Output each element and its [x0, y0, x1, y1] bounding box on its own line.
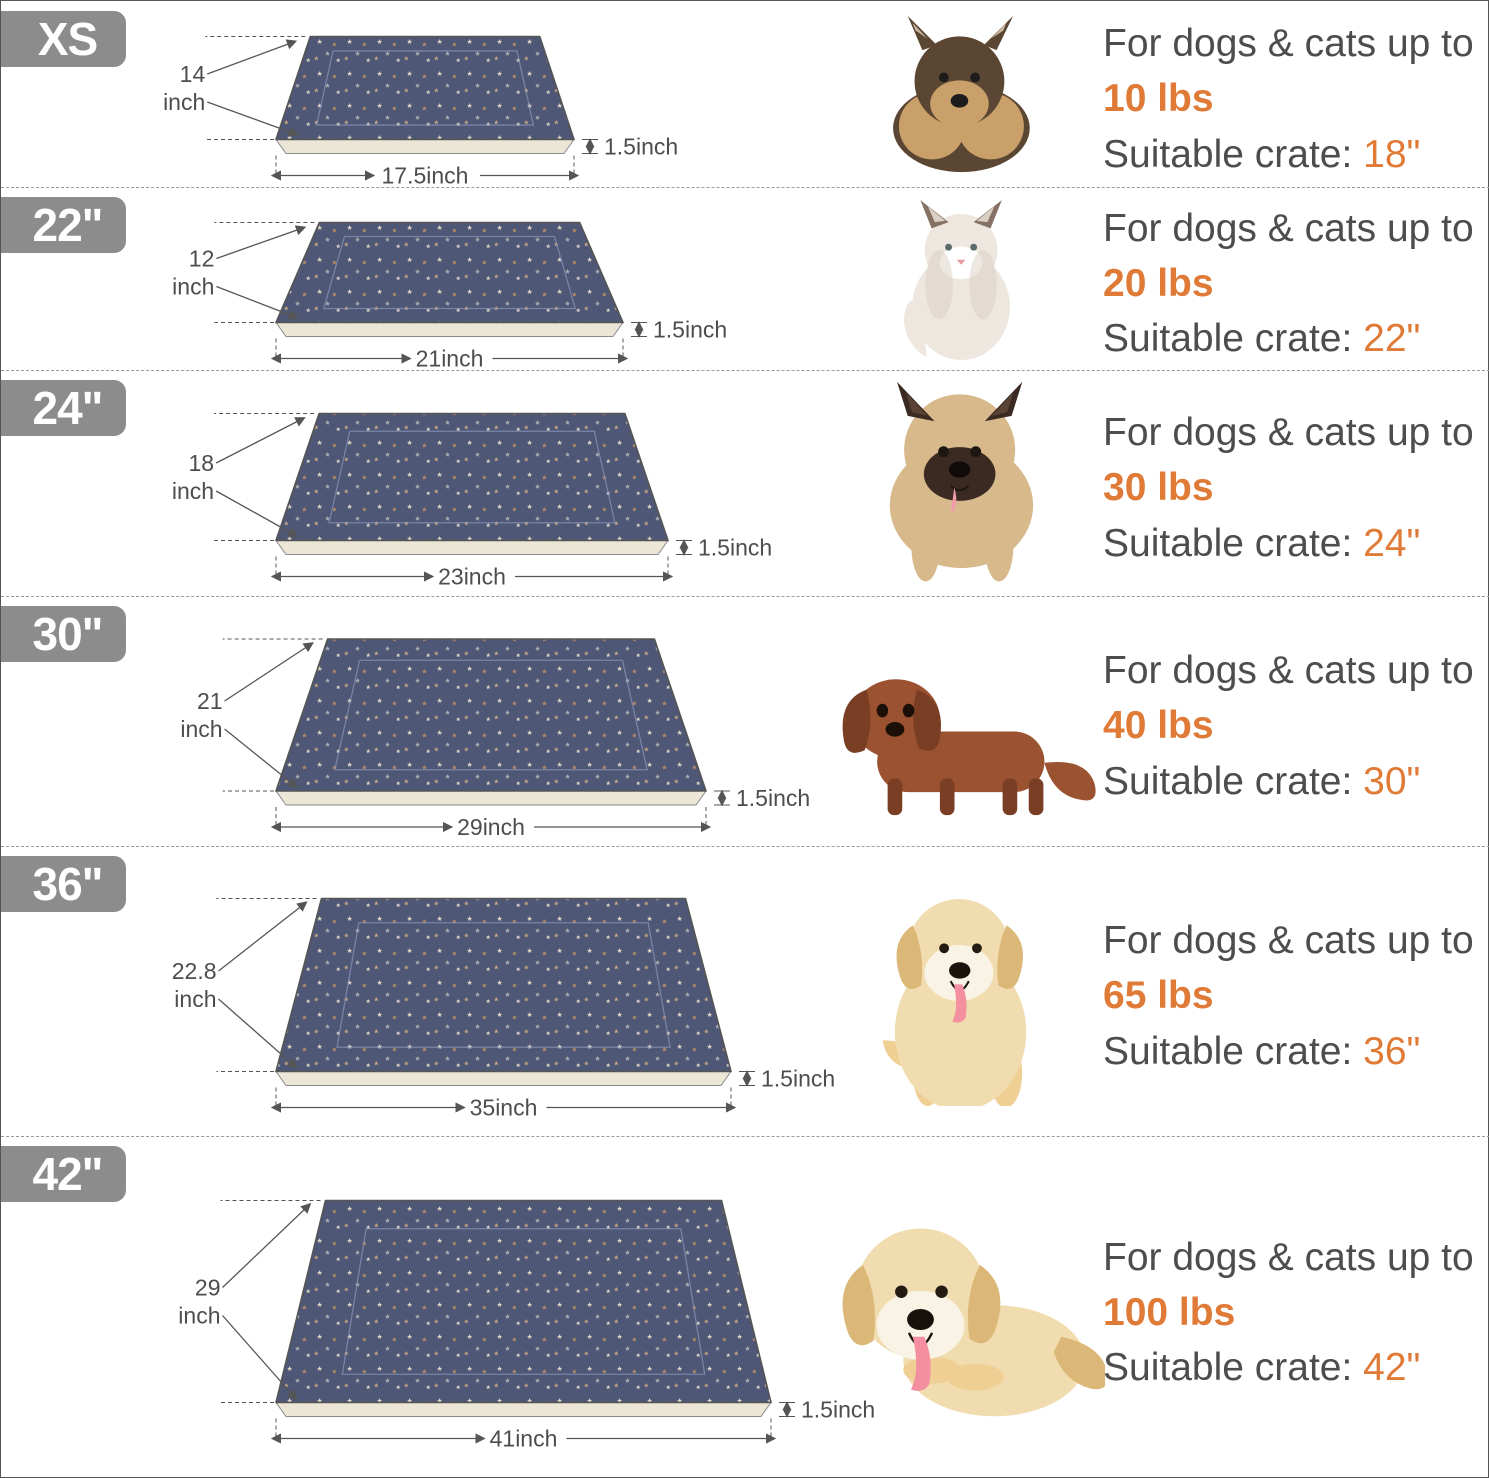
svg-text:12: 12 [189, 246, 215, 272]
svg-text:23inch: 23inch [438, 564, 506, 590]
svg-text:35inch: 35inch [470, 1095, 538, 1121]
svg-text:inch: inch [178, 1303, 220, 1329]
svg-text:1.5inch: 1.5inch [698, 535, 772, 561]
svg-text:inch: inch [172, 274, 214, 300]
svg-text:1.5inch: 1.5inch [761, 1066, 835, 1092]
svg-text:inch: inch [174, 986, 216, 1012]
svg-text:1.5inch: 1.5inch [604, 134, 678, 160]
svg-text:inch: inch [163, 89, 205, 115]
svg-text:21: 21 [197, 688, 223, 714]
svg-text:29: 29 [195, 1275, 221, 1301]
svg-text:inch: inch [172, 478, 214, 504]
svg-text:17.5inch: 17.5inch [382, 163, 469, 188]
svg-text:14: 14 [180, 61, 206, 87]
svg-text:1.5inch: 1.5inch [736, 785, 810, 811]
svg-text:41inch: 41inch [490, 1426, 558, 1452]
svg-text:1.5inch: 1.5inch [653, 317, 727, 343]
svg-text:29inch: 29inch [457, 814, 525, 840]
svg-text:inch: inch [180, 716, 222, 742]
svg-text:18: 18 [189, 450, 215, 476]
svg-text:21inch: 21inch [416, 346, 484, 371]
svg-text:22.8: 22.8 [172, 958, 217, 984]
